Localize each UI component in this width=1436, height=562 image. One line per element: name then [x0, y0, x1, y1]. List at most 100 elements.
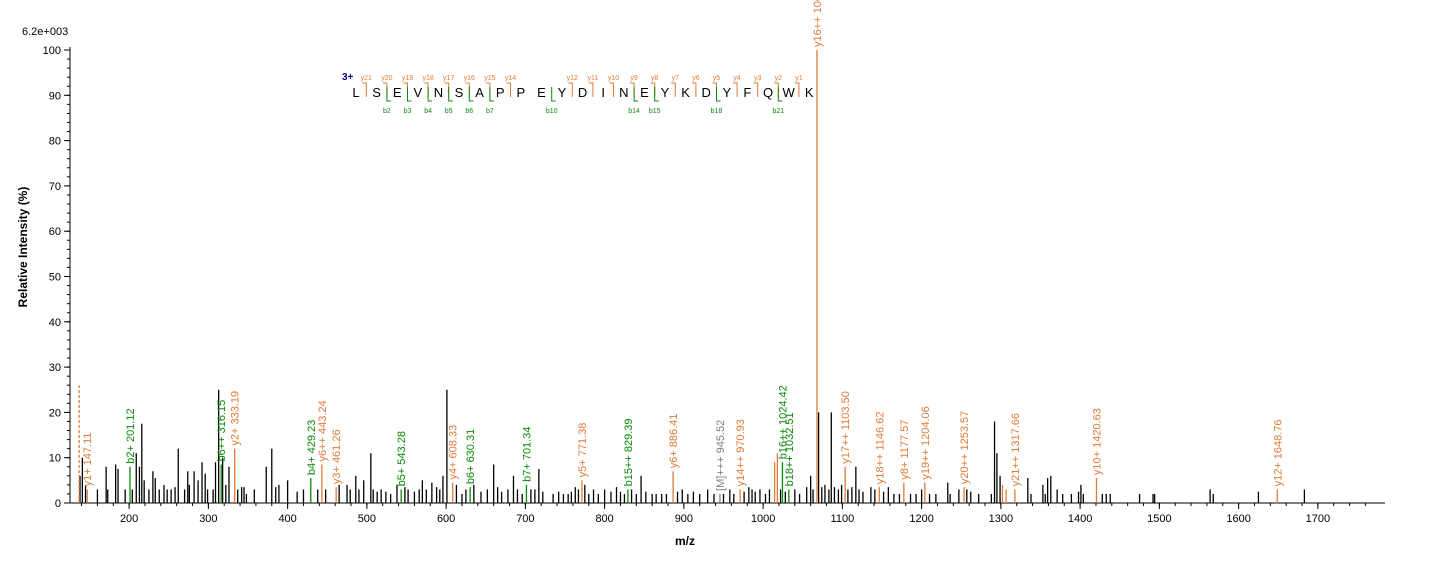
sequence-residue: P [516, 85, 525, 100]
y-tick-label: 60 [49, 226, 61, 238]
y-fragment-label: y1 [795, 75, 803, 82]
y-fragment-mark [733, 82, 738, 97]
peak-label: b15++ 829.39 [623, 419, 635, 487]
y-tick-label: 10 [49, 453, 61, 465]
y-fragment-label: y21 [361, 75, 372, 82]
y-fragment-label: y17 [443, 75, 454, 82]
b-fragment-mark [551, 87, 556, 102]
sequence-residue: Y [558, 85, 567, 100]
peak-label: y18++ 1146.62 [874, 412, 886, 485]
sequence-residue: L [352, 85, 359, 100]
axes: 200 300 400 500 600 700 800 900 1000 1100 1200 1300… [43, 45, 1385, 525]
sequence-residue: Y [661, 85, 670, 100]
x-tick-label: 600 [437, 513, 455, 525]
y-fragment-mark [485, 82, 491, 97]
b-fragment-mark [716, 87, 721, 102]
y-fragment-label: y15 [484, 75, 495, 82]
x-tick-label: 800 [595, 513, 613, 525]
b-fragment-label: b10 [546, 108, 558, 115]
b-fragment-label: b5 [445, 108, 453, 115]
b-fragment-label: b18 [711, 108, 723, 115]
b-fragment-label: b4 [424, 108, 432, 115]
b-fragment-mark [386, 87, 391, 102]
peak-label: y17++ 1103.50 [840, 391, 852, 464]
y-fragment-mark [444, 82, 450, 97]
peak-label: y12+ 1648.76 [1272, 419, 1284, 486]
x-tick-label: 300 [199, 513, 217, 525]
sequence-residue: W [782, 85, 795, 100]
peak-label: y1+ 147.11 [82, 432, 94, 486]
y-fragment-label: y20 [381, 75, 392, 82]
y-tick-label: 90 [49, 90, 61, 102]
y-tick-label: 40 [49, 317, 61, 329]
b-fragment-mark [468, 87, 474, 102]
sequence-residue: D [578, 85, 587, 100]
sequence-residue: E [537, 85, 546, 100]
y-tick-label: 70 [49, 181, 61, 193]
sequence-residue: F [743, 85, 751, 100]
b-fragment-mark [407, 87, 412, 102]
y-fragment-mark [691, 82, 697, 97]
peak-label: b7+ 701.34 [521, 427, 533, 482]
y-fragment-mark [568, 82, 573, 97]
b-fragment-mark [448, 87, 453, 102]
x-tick-label: 1400 [1068, 513, 1092, 525]
peak-label: y14++ 970.93 [735, 419, 747, 486]
y-tick-label: 0 [55, 498, 61, 510]
sequence-residue: S [372, 85, 381, 100]
y-fragment-mark [588, 82, 594, 97]
b-fragment-label: b7 [486, 108, 494, 115]
charge-state: 3+ [342, 72, 354, 83]
x-tick-label: 700 [516, 513, 534, 525]
peak-label: b2+ 201.12 [125, 408, 137, 463]
b-fragment-mark [489, 87, 494, 102]
peak-label: b4+ 429.23 [306, 420, 318, 475]
sequence-residue: N [434, 85, 443, 100]
x-tick-label: 1600 [1226, 513, 1250, 525]
x-axis-title: m/z [675, 534, 695, 548]
sequence-residue: P [496, 85, 505, 100]
y-fragment-mark [671, 82, 676, 97]
y-fragment-label: y18 [422, 75, 433, 82]
peak-label: b18++ 1032.51 [784, 412, 796, 486]
y-tick-label: 50 [49, 272, 61, 284]
sequence-residue: Y [722, 85, 731, 100]
peak-label: y20++ 1253.57 [959, 411, 971, 484]
y-fragment-label: y12 [567, 75, 578, 82]
sequence-residue: K [681, 85, 690, 100]
sequence-residue: V [413, 85, 422, 100]
sequence-residue: E [640, 85, 649, 100]
peak-label: b6+ 630.31 [465, 429, 477, 484]
y-fragment-mark [424, 82, 429, 97]
peak-label: y8+ 1177.57 [899, 420, 911, 480]
x-tick-label: 1300 [989, 513, 1013, 525]
y-fragment-mark [650, 82, 656, 97]
y-fragment-mark [630, 82, 635, 97]
y-fragment-label: y9 [630, 75, 638, 82]
x-tick-label: 1100 [831, 513, 855, 525]
peak-label: y5+ 771.38 [577, 423, 589, 478]
x-tick-label: 1000 [751, 513, 775, 525]
max-intensity-label: 6.2e+003 [22, 26, 68, 38]
y-fragment-label: y2 [775, 75, 783, 82]
sequence-residue: N [619, 85, 628, 100]
b-fragment-label: b6 [465, 108, 473, 115]
y-axis-title: Relative Intensity (%) [16, 187, 30, 308]
y-fragment-mark [712, 82, 717, 97]
peak-label: y2+ 333.19 [230, 391, 242, 446]
peak-label: b16++ 1024.42 [777, 385, 789, 459]
y-fragment-label: y6 [692, 75, 700, 82]
peak-label: y19++ 1204.06 [920, 406, 932, 479]
y-fragment-mark [506, 82, 511, 97]
y-tick-label: 20 [49, 407, 61, 419]
peak-label: b5+ 543.28 [396, 431, 408, 486]
y-fragment-label: y8 [651, 75, 659, 82]
peak-label: y3+ 461.26 [331, 429, 343, 484]
x-tick-label: 200 [120, 513, 138, 525]
x-tick-label: 1200 [909, 513, 933, 525]
y-fragment-label: y19 [402, 75, 413, 82]
peak-labels: y1+ 147.11 b2+ 201.12 b6++ 316.15 y2+ 333.1… [82, 0, 1284, 491]
y-fragment-label: y7 [672, 75, 680, 82]
sequence-residue: Q [763, 85, 773, 100]
